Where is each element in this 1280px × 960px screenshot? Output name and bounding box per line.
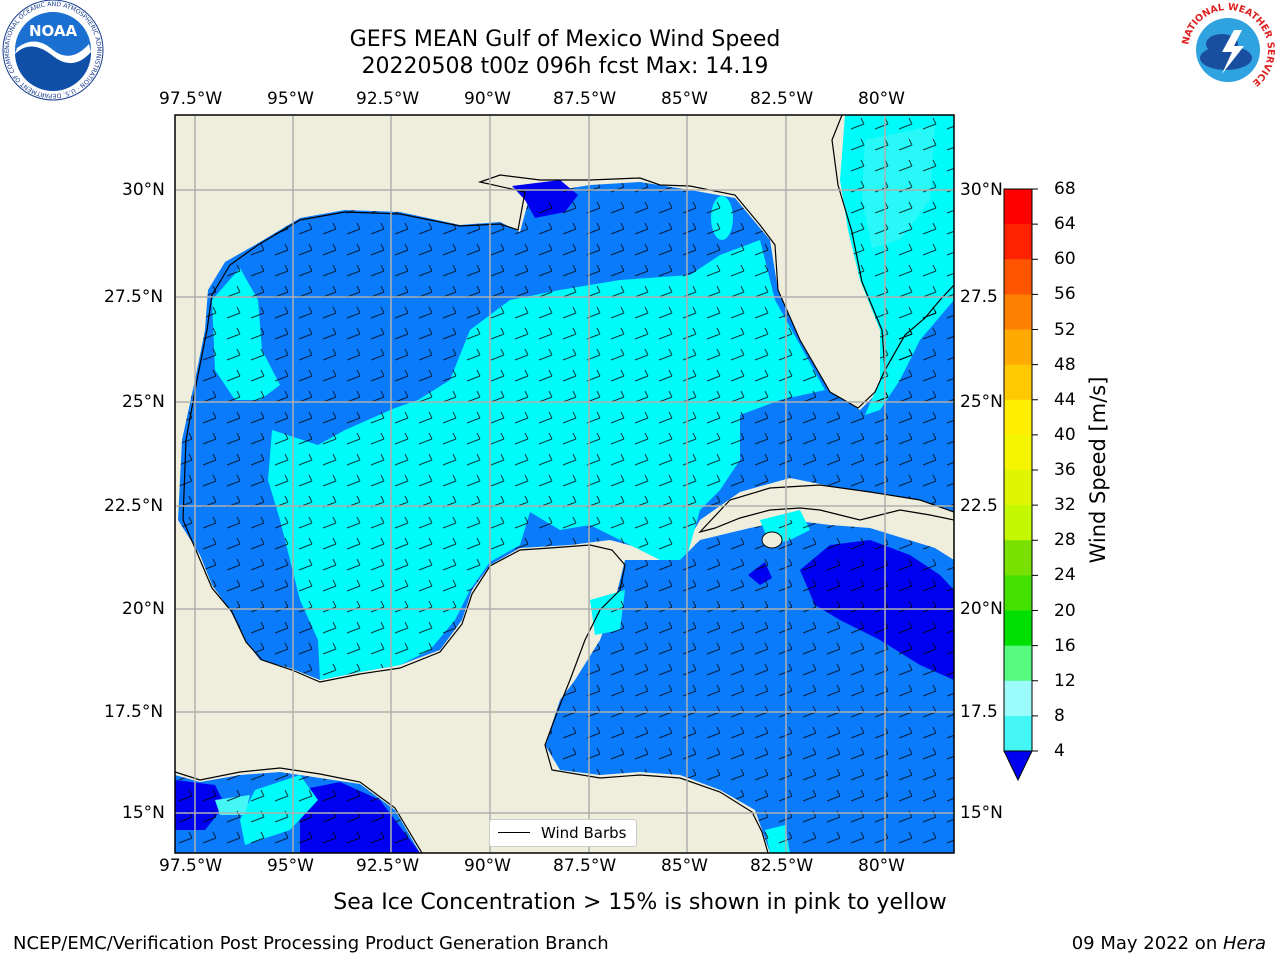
coastline-pacific [175,767,423,853]
colorbar-tick-label: 48 [1054,354,1076,375]
colorbar-tick-label: 40 [1054,424,1076,445]
colorbar-band [1004,505,1032,541]
lon-label-bottom: 90°W [464,856,511,876]
colorbar-tick-label: 52 [1054,319,1076,340]
lat-label-left: 30°N [122,180,165,200]
lat-label-right: 15°N [960,803,1003,823]
lat-label-left: 15°N [122,803,165,823]
lon-label-top: 87.5°W [553,89,617,109]
lon-label-bottom: 97.5°W [159,856,223,876]
lon-label-bottom: 80°W [858,856,905,876]
coastline-florida-east [884,284,954,371]
colorbar-tick-label: 60 [1054,249,1076,270]
wind-barbs-legend: Wind Barbs [489,819,637,847]
legend-label: Wind Barbs [541,824,627,842]
colorbar-tick-label: 64 [1054,214,1076,235]
colorbar-band [1004,189,1032,225]
colorbar-band [1004,715,1032,752]
lat-label-right: 22.5 [960,496,998,516]
wind-barbs-caribbean [545,520,954,853]
lon-label-top: 90°W [464,89,511,109]
colorbar-tick-label: 32 [1054,495,1076,516]
lat-label-left: 25°N [122,392,165,412]
lat-label-right: 17.5 [960,702,998,722]
lat-label-right: 30°N [960,180,1003,200]
footer-host: Hera [1222,933,1266,954]
footer-date-text: 09 May 2022 on [1071,933,1223,954]
lon-label-top: 80°W [858,89,905,109]
colorbar-band [1004,224,1032,260]
map-frame [174,114,955,854]
legend-line-sample [498,832,530,833]
colorbar-band [1004,364,1032,401]
noaa-logo: NATIONAL OCEANIC AND ATMOSPHERIC ADMINIS… [1,0,104,101]
lat-label-left: 27.5°N [104,287,164,307]
lat-label-right: 25°N [960,392,1003,412]
colorbar-tick-label: 36 [1054,460,1076,480]
colorbar-tick-label: 44 [1054,389,1076,410]
colorbar-tick-label: 16 [1054,635,1076,656]
colorbar-tick-label: 20 [1054,600,1076,621]
map-plot-area [175,115,954,853]
lon-label-bottom: 87.5°W [553,856,617,876]
colorbar-band [1004,680,1032,717]
map-subtitle-forecast: 20220508 t00z 096h fcst Max: 14.19 [361,54,769,79]
lat-label-right: 27.5 [960,287,998,307]
colorbar-band [1004,645,1032,682]
coastline-mexico [182,519,769,853]
colorbar-tick-label: 4 [1054,741,1065,761]
colorbar-band [1004,329,1032,366]
nws-logo: NATIONAL WEATHER SERVICE [1180,2,1276,98]
footer-branch: NCEP/EMC/Verification Post Processing Pr… [13,933,609,954]
lat-label-left: 22.5°N [104,496,164,516]
colorbar [1003,188,1038,782]
colorbar-band [1004,470,1032,506]
colorbar-tick-label: 28 [1054,530,1076,551]
noaa-text: NOAA [29,22,78,40]
lon-label-top: 85°W [661,89,708,109]
colorbar-tick-label: 12 [1054,670,1076,691]
lat-label-right: 20°N [960,599,1003,619]
lon-label-bottom: 85°W [661,856,708,876]
colorbar-band [1004,399,1032,436]
colorbar-band [1004,434,1032,471]
colorbar-tick-label: 8 [1054,705,1065,726]
lon-label-top: 95°W [267,89,314,109]
colorbar-band [1004,259,1032,295]
colorbar-tick-label: 56 [1054,284,1076,305]
lat-label-left: 17.5°N [104,702,164,722]
footer-date: 09 May 2022 on Hera [1072,933,1266,954]
lon-label-bottom: 92.5°W [356,856,420,876]
isla-juventud [761,531,783,549]
colorbar-band [1004,540,1032,576]
colorbar-band [1004,575,1032,611]
lon-label-bottom: 95°W [267,856,314,876]
colorbar-axis-label: Wind Speed [m/s] [1086,376,1110,564]
colorbar-extension [1003,750,1033,782]
colorbar-tick-label: 68 [1054,179,1076,199]
lon-label-top: 82.5°W [750,89,814,109]
colorbar-band [1004,294,1032,330]
lon-label-top: 97.5°W [159,89,223,109]
lat-label-left: 20°N [122,599,165,619]
sea-ice-note: Sea Ice Concentration > 15% is shown in … [333,890,947,915]
wind-barbs-gulf [178,182,954,680]
colorbar-tick-label: 24 [1054,565,1076,586]
cuba-land [698,484,954,534]
lon-label-bottom: 82.5°W [750,856,814,876]
colorbar-band [1004,610,1032,647]
map-title: GEFS MEAN Gulf of Mexico Wind Speed [349,27,781,52]
map-gridlines [175,115,954,853]
lon-label-top: 92.5°W [356,89,420,109]
